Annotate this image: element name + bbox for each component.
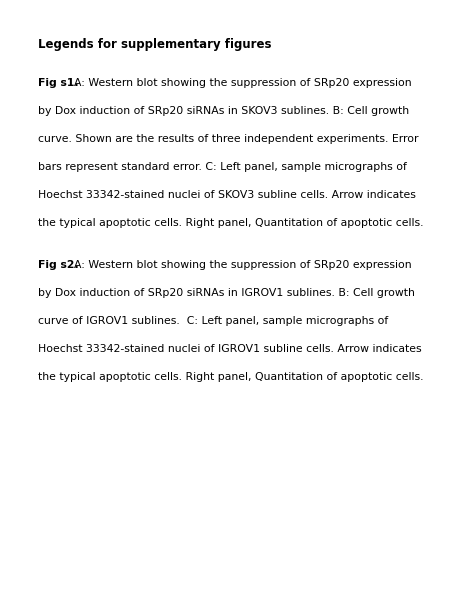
Text: by Dox induction of SRp20 siRNAs in SKOV3 sublines. B: Cell growth: by Dox induction of SRp20 siRNAs in SKOV… — [38, 106, 409, 116]
Text: curve of IGROV1 sublines.  C: Left panel, sample micrographs of: curve of IGROV1 sublines. C: Left panel,… — [38, 316, 388, 326]
Text: the typical apoptotic cells. Right panel, Quantitation of apoptotic cells.: the typical apoptotic cells. Right panel… — [38, 218, 423, 228]
Text: the typical apoptotic cells. Right panel, Quantitation of apoptotic cells.: the typical apoptotic cells. Right panel… — [38, 372, 423, 382]
Text: curve. Shown are the results of three independent experiments. Error: curve. Shown are the results of three in… — [38, 134, 419, 144]
Text: Hoechst 33342-stained nuclei of SKOV3 subline cells. Arrow indicates: Hoechst 33342-stained nuclei of SKOV3 su… — [38, 190, 416, 200]
Text: Fig s1.: Fig s1. — [38, 78, 82, 88]
Text: A: Western blot showing the suppression of SRp20 expression: A: Western blot showing the suppression … — [74, 78, 412, 88]
Text: Fig s2.: Fig s2. — [38, 260, 82, 270]
Text: Legends for supplementary figures: Legends for supplementary figures — [38, 38, 271, 51]
Text: by Dox induction of SRp20 siRNAs in IGROV1 sublines. B: Cell growth: by Dox induction of SRp20 siRNAs in IGRO… — [38, 288, 415, 298]
Text: bars represent standard error. C: Left panel, sample micrographs of: bars represent standard error. C: Left p… — [38, 162, 407, 172]
Text: A: Western blot showing the suppression of SRp20 expression: A: Western blot showing the suppression … — [74, 260, 412, 270]
Text: Hoechst 33342-stained nuclei of IGROV1 subline cells. Arrow indicates: Hoechst 33342-stained nuclei of IGROV1 s… — [38, 344, 422, 354]
